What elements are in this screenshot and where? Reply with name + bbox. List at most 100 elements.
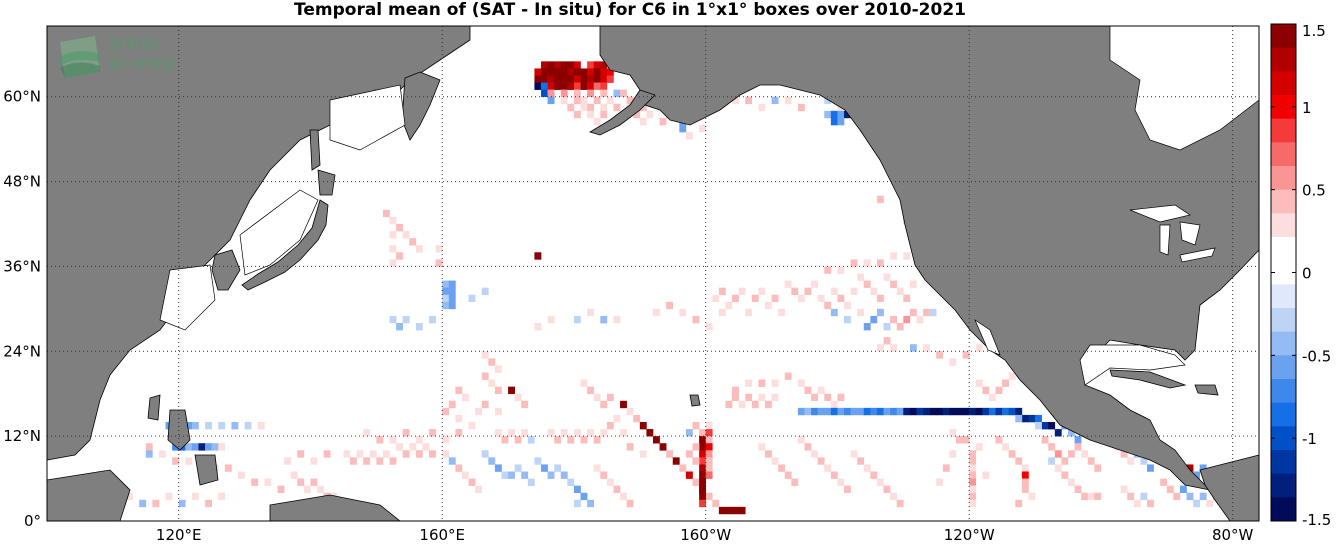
- gulf-of-california: [974, 319, 1001, 356]
- data-cell: [297, 478, 305, 486]
- colorbar-segment: [1271, 237, 1296, 262]
- data-cell: [1094, 464, 1102, 472]
- data-cell: [323, 450, 331, 458]
- data-cell: [587, 82, 595, 90]
- data-cell: [1127, 457, 1135, 465]
- data-cell: [172, 443, 180, 451]
- data-cell: [903, 294, 911, 303]
- data-cell: [837, 407, 845, 416]
- land-mindanao: [194, 454, 219, 486]
- data-cell: [771, 96, 779, 105]
- data-cell: [804, 287, 812, 296]
- data-cell: [593, 82, 601, 90]
- colorbar-segment: [1271, 47, 1296, 72]
- data-cell: [442, 450, 450, 458]
- data-cell: [126, 492, 133, 501]
- data-cell: [653, 308, 660, 317]
- data-cell: [475, 485, 483, 494]
- data-cell: [699, 457, 706, 465]
- lake-michigan: [1159, 224, 1171, 256]
- data-cell: [547, 75, 555, 83]
- data-cell: [705, 450, 713, 458]
- data-cell: [988, 393, 996, 402]
- data-cell: [949, 358, 957, 366]
- data-cell: [455, 386, 463, 395]
- data-cell: [205, 443, 212, 451]
- data-cell: [699, 485, 706, 494]
- data-cell: [560, 471, 568, 479]
- data-cell: [936, 407, 944, 416]
- data-cell: [626, 96, 634, 105]
- data-cell: [758, 287, 766, 296]
- data-cell: [692, 478, 700, 486]
- data-cell: [830, 471, 838, 479]
- lakes: [159, 25, 1260, 386]
- colorbar-segment: [1271, 166, 1296, 191]
- lat-tick-label: 36°N: [3, 257, 41, 275]
- colorbar-segment: [1271, 497, 1296, 522]
- data-cell: [857, 273, 865, 281]
- data-cell: [573, 96, 581, 105]
- data-cell: [725, 506, 733, 515]
- land-mass: [46, 25, 1260, 522]
- data-cell: [771, 393, 779, 402]
- data-cell: [554, 464, 562, 472]
- logo-text-line1: smos: [109, 32, 159, 54]
- data-cell: [1140, 492, 1148, 501]
- data-cell: [824, 110, 832, 119]
- data-cell: [534, 252, 542, 260]
- data-cell: [876, 294, 884, 303]
- data-cell: [442, 407, 450, 416]
- data-cell: [830, 110, 838, 119]
- data-cell: [718, 308, 726, 317]
- sea-of-japan: [239, 189, 319, 276]
- data-cell: [699, 478, 706, 486]
- data-cell: [600, 110, 608, 119]
- data-cell: [303, 485, 311, 494]
- data-cell: [705, 429, 713, 437]
- colorbar-tick-label: 0: [1302, 265, 1312, 283]
- data-cell: [152, 499, 160, 508]
- colorbar-segment: [1271, 308, 1296, 333]
- data-cell: [554, 61, 562, 69]
- data-cell: [639, 450, 647, 458]
- data-cell: [481, 450, 489, 458]
- data-cell: [633, 110, 641, 119]
- data-cell: [883, 407, 891, 416]
- data-cell: [764, 450, 772, 458]
- lat-tick-label: 12°N: [3, 427, 41, 445]
- data-cell: [718, 287, 726, 296]
- data-cell: [1002, 443, 1009, 451]
- data-cell: [191, 422, 199, 430]
- colorbar-segment: [1271, 260, 1296, 285]
- data-cell: [909, 308, 917, 317]
- data-cell: [560, 96, 568, 105]
- data-cell: [646, 110, 654, 119]
- data-cell: [804, 386, 812, 395]
- data-cell: [587, 499, 595, 508]
- colorbar-segment: [1271, 71, 1296, 96]
- data-cell: [1021, 464, 1029, 472]
- data-cell: [547, 96, 555, 105]
- data-cell: [567, 103, 575, 112]
- data-cell: [415, 436, 423, 444]
- data-cell: [508, 429, 515, 437]
- data-cell: [699, 436, 706, 444]
- data-cell: [541, 61, 548, 69]
- data-cell: [442, 287, 450, 296]
- data-cell: [699, 492, 706, 501]
- data-cell: [534, 82, 542, 90]
- data-cell: [600, 471, 608, 479]
- data-cell: [389, 216, 397, 225]
- land-new-guinea: [269, 494, 402, 522]
- data-cell: [923, 344, 930, 352]
- data-cell: [909, 407, 917, 416]
- data-cell: [211, 443, 219, 451]
- data-cell: [481, 400, 489, 409]
- data-cell: [844, 407, 851, 416]
- data-cell: [876, 308, 884, 317]
- data-cell: [415, 245, 423, 253]
- data-cell: [633, 414, 641, 423]
- data-cell: [811, 393, 818, 402]
- data-cell: [389, 245, 397, 253]
